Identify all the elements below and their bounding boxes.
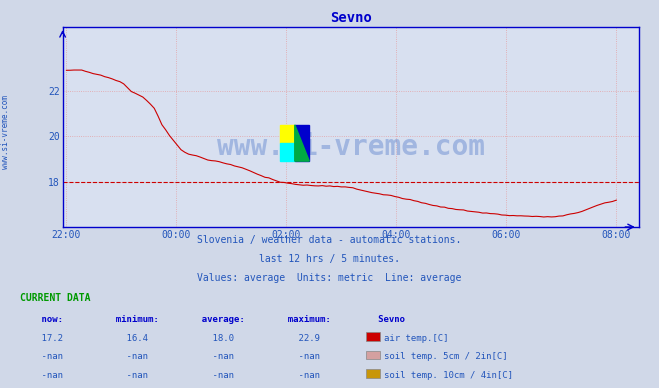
Text: -nan: -nan <box>105 352 148 361</box>
Text: www.si-vreme.com: www.si-vreme.com <box>1 95 10 169</box>
Text: www.si-vreme.com: www.si-vreme.com <box>217 133 485 161</box>
Text: -nan: -nan <box>191 371 234 380</box>
Text: -nan: -nan <box>20 371 63 380</box>
Text: air temp.[C]: air temp.[C] <box>384 334 448 343</box>
Bar <box>280 143 295 161</box>
Text: -nan: -nan <box>277 371 320 380</box>
Text: Values: average  Units: metric  Line: average: Values: average Units: metric Line: aver… <box>197 273 462 283</box>
Text: 18.0: 18.0 <box>191 334 234 343</box>
Text: -nan: -nan <box>277 352 320 361</box>
Text: -nan: -nan <box>191 352 234 361</box>
Bar <box>295 125 309 161</box>
Text: soil temp. 5cm / 2in[C]: soil temp. 5cm / 2in[C] <box>384 352 507 361</box>
Text: 16.4: 16.4 <box>105 334 148 343</box>
Text: Slovenia / weather data - automatic stations.: Slovenia / weather data - automatic stat… <box>197 234 462 244</box>
Text: maximum:: maximum: <box>277 315 331 324</box>
Polygon shape <box>295 125 309 161</box>
Bar <box>280 125 295 143</box>
Text: -nan: -nan <box>105 371 148 380</box>
Text: -nan: -nan <box>20 352 63 361</box>
Text: 22.9: 22.9 <box>277 334 320 343</box>
Title: Sevno: Sevno <box>330 10 372 24</box>
Text: now:: now: <box>20 315 63 324</box>
Text: last 12 hrs / 5 minutes.: last 12 hrs / 5 minutes. <box>259 254 400 264</box>
Text: 17.2: 17.2 <box>20 334 63 343</box>
Text: minimum:: minimum: <box>105 315 159 324</box>
Text: CURRENT DATA: CURRENT DATA <box>20 293 90 303</box>
Text: soil temp. 10cm / 4in[C]: soil temp. 10cm / 4in[C] <box>384 371 513 380</box>
Text: average:: average: <box>191 315 245 324</box>
Text: Sevno: Sevno <box>362 315 405 324</box>
